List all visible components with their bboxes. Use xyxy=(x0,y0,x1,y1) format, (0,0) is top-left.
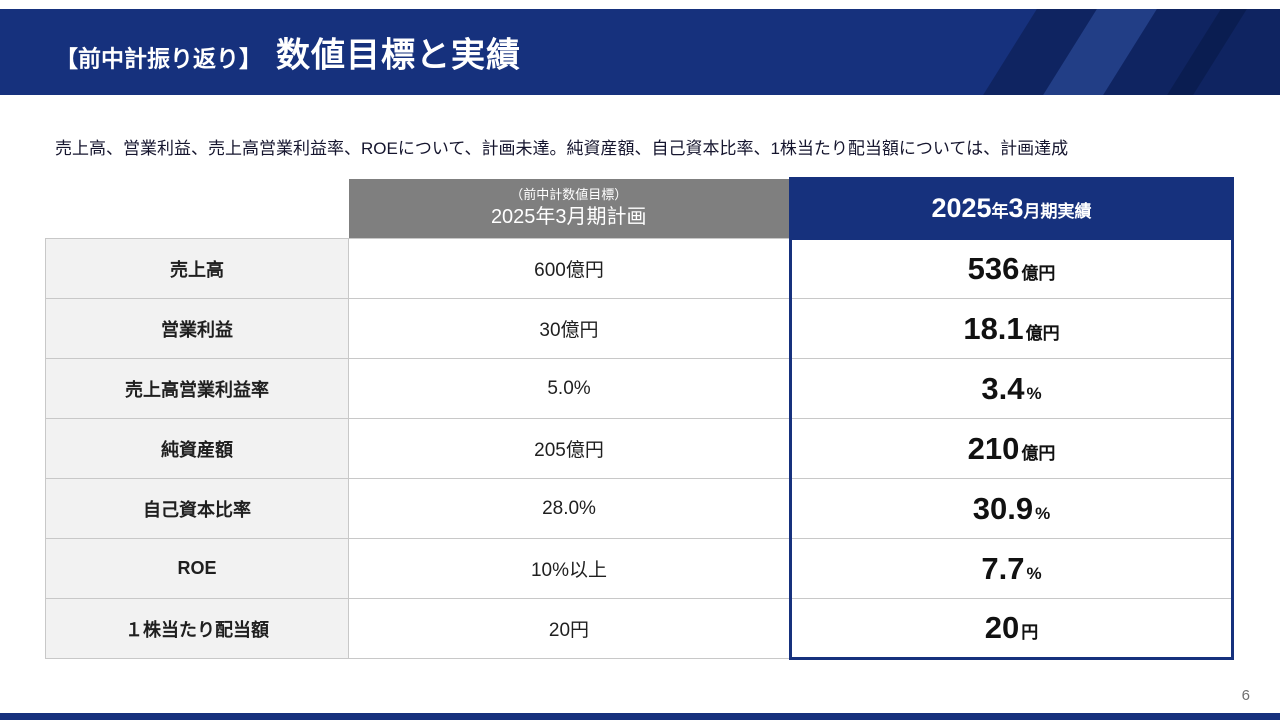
actual-unit: % xyxy=(1035,503,1051,523)
actual-value: 536 億円 xyxy=(789,238,1234,299)
actual-header-year: 2025 xyxy=(931,193,992,223)
actual-unit: 億円 xyxy=(1021,264,1056,283)
row-label: 売上高営業利益率 xyxy=(45,358,349,419)
actual-number: 18.1 xyxy=(963,310,1024,346)
actual-header-text: 年 xyxy=(991,202,1009,221)
row-label: 純資産額 xyxy=(45,418,349,479)
plan-value: 20円 xyxy=(348,598,791,659)
summary-text: 売上高、営業利益、売上高営業利益率、ROEについて、計画未達。純資産額、自己資本… xyxy=(55,139,1069,158)
row-label: １株当たり配当額 xyxy=(45,598,349,659)
actual-unit: % xyxy=(1026,563,1042,583)
table-row: 自己資本比率 28.0% 30.9% xyxy=(45,478,1234,539)
actual-unit: 億円 xyxy=(1021,443,1056,463)
actual-number: 7.7 xyxy=(981,550,1025,586)
title-main: 数値目標と実績 xyxy=(276,36,521,75)
actual-column-header: 2025年3月期実績 xyxy=(789,177,1234,240)
actual-number: 3.4 xyxy=(981,370,1025,406)
table-header-row: （前中計数値目標） 2025年3月期計画 2025年3月期実績 xyxy=(45,177,1234,240)
row-label: 営業利益 xyxy=(45,298,349,359)
plan-value: 10%以上 xyxy=(348,538,791,599)
slide-header: 【前中計振り返り】 数値目標と実績 xyxy=(0,9,1280,95)
actual-unit: % xyxy=(1026,383,1042,403)
table-row: 売上高 600億円 536 億円 xyxy=(45,238,1234,299)
table-row: ROE 10%以上 7.7% xyxy=(45,538,1234,599)
title-prefix: 【前中計振り返り】 xyxy=(55,45,262,72)
table-row: 純資産額 205億円 210 億円 xyxy=(45,418,1234,479)
results-table: （前中計数値目標） 2025年3月期計画 2025年3月期実績 売上高 600億… xyxy=(45,177,1234,660)
actual-value: 210 億円 xyxy=(789,418,1234,479)
actual-header-month: 3 xyxy=(1008,193,1024,223)
table-row: 営業利益 30億円 18.1 億円 xyxy=(45,298,1234,359)
corner-cell xyxy=(45,178,349,239)
page-number: 6 xyxy=(1241,687,1250,704)
row-label: 自己資本比率 xyxy=(45,478,349,539)
actual-number: 536 xyxy=(967,251,1020,286)
actual-header-text: 月期実績 xyxy=(1023,202,1092,221)
actual-unit: 円 xyxy=(1021,623,1039,642)
plan-column-header: （前中計数値目標） 2025年3月期計画 xyxy=(348,178,791,239)
table-row: １株当たり配当額 20円 20 円 xyxy=(45,598,1234,660)
table-row: 売上高営業利益率 5.0% 3.4% xyxy=(45,358,1234,419)
actual-value: 7.7% xyxy=(789,538,1234,599)
actual-number: 20 xyxy=(984,610,1020,645)
actual-value: 20 円 xyxy=(789,598,1234,660)
row-label: 売上高 xyxy=(45,238,349,299)
actual-number: 210 xyxy=(967,430,1020,466)
page-title: 【前中計振り返り】 数値目標と実績 xyxy=(55,28,521,77)
plan-value: 5.0% xyxy=(348,358,791,419)
actual-value: 30.9% xyxy=(789,478,1234,539)
row-label: ROE xyxy=(45,538,349,599)
actual-number: 30.9 xyxy=(972,490,1034,526)
plan-value: 30億円 xyxy=(348,298,791,359)
actual-value: 18.1 億円 xyxy=(789,298,1234,359)
actual-unit: 億円 xyxy=(1025,323,1060,343)
plan-header-title: 2025年3月期計画 xyxy=(490,206,647,229)
plan-value: 205億円 xyxy=(348,418,791,479)
actual-value: 3.4% xyxy=(789,358,1234,419)
plan-header-note: （前中計数値目標） xyxy=(510,187,628,203)
plan-value: 28.0% xyxy=(348,478,791,539)
plan-value: 600億円 xyxy=(348,238,791,299)
bottom-bar xyxy=(0,713,1280,720)
